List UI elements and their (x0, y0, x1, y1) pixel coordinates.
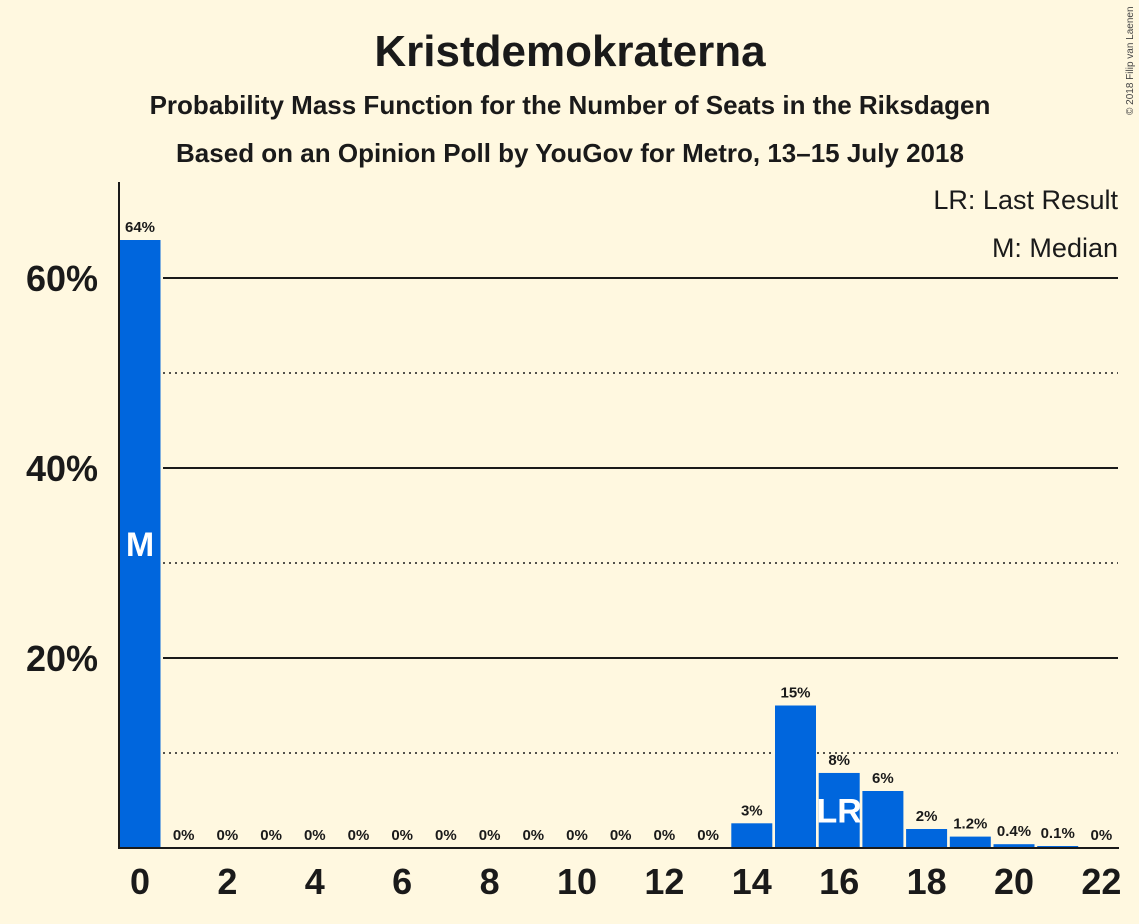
chart-subtitle-1: Probability Mass Function for the Number… (150, 90, 991, 120)
x-tick-label-14: 14 (732, 861, 772, 902)
bar-seat-15 (775, 705, 816, 848)
bar-label-seat-9: 0% (522, 827, 544, 844)
gridlines (163, 277, 1118, 754)
bar-label-seat-13: 0% (697, 827, 719, 844)
bar-label-seat-21: 0.1% (1041, 825, 1075, 842)
x-tick-label-20: 20 (994, 861, 1034, 902)
y-tick-label-60: 60% (26, 258, 98, 299)
x-tick-label-16: 16 (819, 861, 859, 902)
copyright-text: © 2018 Filip van Laenen (1125, 6, 1136, 115)
x-tick-label-4: 4 (305, 861, 325, 902)
x-axis-ticks: 0 2 4 6 8 10 12 14 16 18 20 22 (130, 861, 1121, 902)
bar-label-seat-10: 0% (566, 827, 588, 844)
bar-seat-19 (949, 836, 991, 848)
bar-label-seat-18: 2% (916, 808, 938, 825)
bar-value-labels: 64% 0% 0% 0% 0% 0% 0% 0% 0% 0% 0% 0% 0% 0% 3% 15% 8% 6% 2%… (125, 219, 1112, 844)
x-tick-label-6: 6 (392, 861, 412, 902)
bar-label-seat-20: 0.4% (997, 823, 1031, 840)
bar-label-seat-3: 0% (260, 827, 282, 844)
bar-label-seat-1: 0% (173, 827, 195, 844)
bars (119, 240, 1079, 848)
y-tick-label-40: 40% (26, 448, 98, 489)
bar-label-seat-14: 3% (741, 802, 763, 819)
bar-seat-0 (119, 240, 161, 848)
bar-seat-16 (818, 772, 860, 848)
bar-label-seat-15: 15% (780, 685, 810, 702)
bar-seat-18 (906, 829, 948, 848)
y-axis-ticks: 20% 40% 60% (26, 258, 98, 679)
bar-label-seat-6: 0% (391, 827, 413, 844)
legend-last-result: LR: Last Result (933, 185, 1118, 215)
y-tick-label-20: 20% (26, 638, 98, 679)
bar-label-seat-7: 0% (435, 827, 457, 844)
bar-seat-17 (862, 791, 904, 848)
legend-median: M: Median (992, 233, 1118, 263)
bar-markers: M LR (126, 526, 862, 830)
bar-label-seat-19: 1.2% (953, 816, 987, 833)
bar-label-seat-12: 0% (654, 827, 676, 844)
x-tick-label-8: 8 (480, 861, 500, 902)
chart-title: Kristdemokraterna (374, 27, 766, 76)
bar-label-seat-17: 6% (872, 770, 894, 787)
chart-subtitle-2: Based on an Opinion Poll by YouGov for M… (176, 138, 964, 168)
bar-label-seat-22: 0% (1091, 827, 1113, 844)
last-result-marker: LR (817, 792, 862, 830)
x-tick-label-0: 0 (130, 861, 150, 902)
x-tick-label-22: 22 (1081, 861, 1121, 902)
x-tick-label-2: 2 (217, 861, 237, 902)
bar-label-seat-8: 0% (479, 827, 501, 844)
bar-label-seat-4: 0% (304, 827, 326, 844)
bar-label-seat-16: 8% (828, 752, 850, 769)
x-tick-label-12: 12 (644, 861, 684, 902)
x-tick-label-18: 18 (907, 861, 947, 902)
bar-label-seat-0: 64% (125, 219, 155, 236)
bar-label-seat-5: 0% (348, 827, 370, 844)
bar-label-seat-2: 0% (217, 827, 239, 844)
bar-seat-20 (993, 844, 1035, 848)
bar-seat-14 (731, 823, 773, 848)
x-tick-label-10: 10 (557, 861, 597, 902)
bar-label-seat-11: 0% (610, 827, 632, 844)
median-marker: M (126, 526, 154, 564)
